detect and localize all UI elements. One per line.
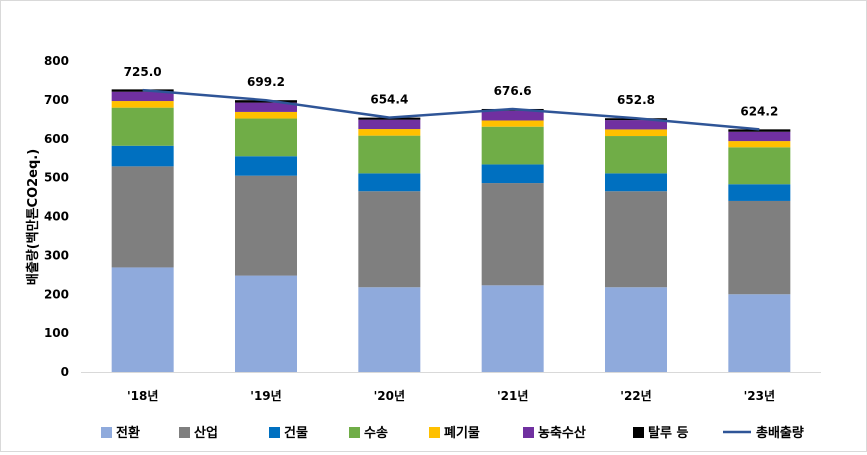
bar-segment	[358, 129, 421, 136]
y-tick-label: 200	[44, 287, 69, 301]
y-tick-label: 800	[44, 54, 69, 68]
bar-segment	[605, 129, 667, 137]
bar-segment	[235, 156, 297, 176]
legend-swatch	[523, 427, 534, 438]
y-tick-label: 400	[44, 210, 69, 224]
legend-swatch	[429, 427, 440, 438]
legend-item: 산업	[179, 425, 218, 441]
data-label: 699.2	[247, 75, 285, 89]
legend-item: 폐기물	[429, 426, 480, 441]
bar-segment	[358, 191, 421, 288]
bar-segment	[481, 285, 544, 372]
y-tick-label: 600	[44, 132, 69, 146]
bar-stacks	[111, 89, 791, 372]
bar-segment	[235, 175, 297, 276]
bar-stack	[728, 129, 791, 372]
bar-segment	[111, 166, 174, 268]
y-tick-labels: 0 100 200 300 400 500 600 700 800	[44, 54, 69, 379]
bar-segment	[358, 135, 421, 174]
bar-stack	[605, 118, 667, 372]
bar-segment	[605, 173, 667, 192]
bar-segment	[111, 91, 174, 102]
bar-segment	[111, 107, 174, 146]
data-label: 676.6	[494, 84, 532, 98]
bar-segment	[235, 118, 297, 157]
bar-segment	[235, 275, 297, 372]
data-label: 654.4	[370, 93, 408, 107]
bar-segment	[728, 147, 791, 185]
x-tick-label: '23년	[744, 389, 775, 403]
bar-segment	[235, 111, 297, 119]
bar-segment	[605, 287, 667, 372]
x-tick-label: '20년	[374, 389, 405, 403]
total-emission-line	[142, 88, 760, 131]
legend-swatch	[269, 427, 280, 438]
bar-stack	[111, 89, 174, 372]
legend-label: 건물	[284, 425, 308, 441]
legend-swatch	[101, 427, 112, 438]
y-tick-label: 500	[44, 171, 69, 185]
legend-item: 수송	[349, 426, 388, 441]
y-tick-label: 300	[44, 248, 69, 262]
legend-swatch	[179, 427, 190, 438]
y-tick-label: 0	[61, 365, 69, 379]
x-tick-labels: '18년 '19년 '20년 '21년 '22년 '23년	[127, 389, 775, 403]
bar-stack	[358, 117, 421, 372]
data-label: 652.8	[617, 93, 655, 107]
data-label: 725.0	[124, 65, 162, 79]
bar-stack	[235, 100, 297, 372]
bar-segment	[728, 184, 791, 201]
bar-segment	[605, 120, 667, 130]
legend-label: 탈루 등	[648, 426, 688, 441]
bar-segment	[235, 102, 297, 112]
x-tick-label: '21년	[497, 389, 528, 403]
bar-segment	[481, 120, 544, 127]
bar-segment	[728, 141, 791, 148]
bar-segment	[358, 119, 421, 130]
legend-item: 탈루 등	[633, 426, 688, 441]
legend-label: 수송	[364, 426, 388, 441]
total-line-path	[142, 88, 760, 131]
legend-item: 전환	[101, 425, 140, 441]
y-tick-label: 100	[44, 326, 69, 340]
legend-label: 전환	[116, 425, 140, 441]
bar-segment	[358, 287, 421, 372]
x-tick-label: '18년	[127, 389, 158, 403]
bar-segment	[605, 136, 667, 174]
legend-swatch	[633, 427, 644, 438]
legend-item: 건물	[269, 425, 308, 441]
bar-segment	[481, 126, 544, 165]
x-tick-label: '19년	[250, 389, 281, 403]
legend-label: 폐기물	[444, 426, 480, 441]
bar-segment	[111, 267, 174, 372]
y-axis-title-group: 배출량(백만톤CO2eq.)	[25, 149, 41, 285]
bar-segment	[728, 294, 791, 372]
y-tick-label: 700	[44, 93, 69, 107]
bar-segment	[728, 131, 791, 142]
legend-swatch	[349, 427, 360, 438]
legend-label: 총배출량	[756, 425, 804, 441]
legend-item: 농축수산	[523, 425, 586, 441]
bar-segment	[111, 145, 174, 167]
legend: 전환 산업 건물 수송 폐기물 농축수산 탈루 등 총배출량	[101, 425, 804, 441]
bar-segment	[728, 200, 791, 295]
y-axis-title: 배출량(백만톤CO2eq.)	[25, 149, 41, 285]
bar-segment	[358, 173, 421, 192]
x-tick-label: '22년	[620, 389, 651, 403]
legend-label: 산업	[194, 425, 218, 441]
data-labels: 725.0 699.2 654.4 676.6 652.8 624.2	[124, 65, 779, 118]
bar-segment	[481, 164, 544, 184]
bar-segment	[481, 110, 544, 121]
data-label: 624.2	[740, 104, 778, 118]
bar-segment	[728, 129, 791, 132]
bar-segment	[111, 101, 174, 108]
bar-stack	[481, 108, 544, 372]
legend-label: 농축수산	[538, 425, 586, 441]
bar-segment	[481, 183, 544, 286]
legend-item: 총배출량	[723, 425, 804, 441]
bar-segment	[605, 191, 667, 288]
